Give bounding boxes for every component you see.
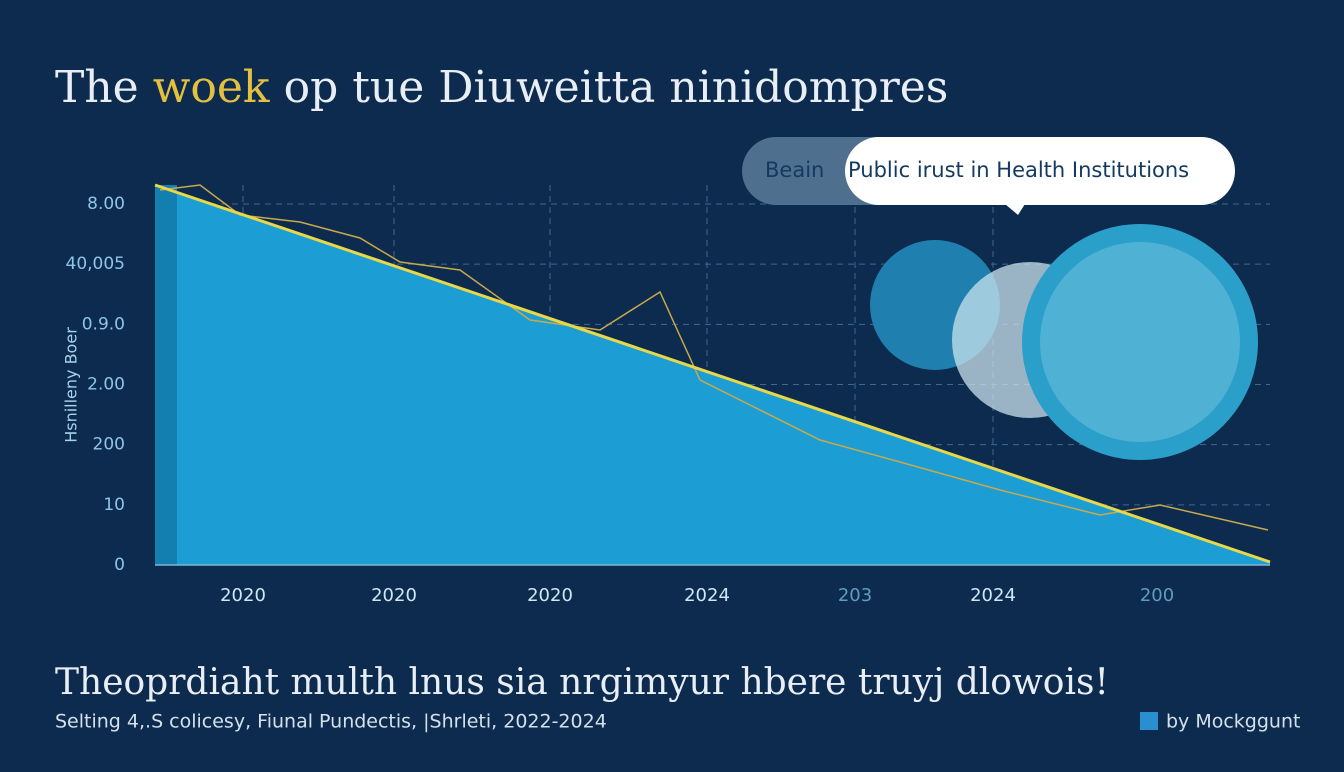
y-tick-label: 40,005 <box>66 254 125 274</box>
headline: Theoprdiaht multh lnus sia nrgimyur hber… <box>55 662 1109 703</box>
title-part: op tue Diuweitta ninidompres <box>284 62 949 113</box>
brand-logo <box>1140 712 1158 730</box>
area-edge <box>155 185 177 565</box>
source: Selting 4,.S colicesy, Fiunal Pundectis,… <box>55 711 607 733</box>
x-tick-label: 200 <box>1140 585 1174 606</box>
brand: by Mockggunt <box>1166 711 1300 733</box>
x-tick-label: 203 <box>838 585 872 606</box>
x-tick-label: 2024 <box>970 585 1016 606</box>
y-tick-label: 0 <box>114 555 125 575</box>
y-tick-label: 2.00 <box>87 375 125 395</box>
callout-tail <box>1005 204 1025 215</box>
decor-line <box>159 184 1269 531</box>
y-axis-title: Hsnilleny Boer <box>62 327 81 443</box>
x-tick-label: 2020 <box>220 585 266 606</box>
title: The woek op tue Diuweitta ninidompres <box>55 62 948 113</box>
x-tick-label: 2024 <box>684 585 730 606</box>
illustration-circle <box>1040 242 1240 442</box>
callout-bubble <box>845 137 1235 205</box>
y-tick-label: 200 <box>93 435 125 455</box>
title-part: The <box>55 62 139 113</box>
title-highlight: woek <box>153 62 270 113</box>
y-tick-label: 10 <box>103 495 125 515</box>
x-tick-label: 2020 <box>371 585 417 606</box>
x-tick-label: 2020 <box>527 585 573 606</box>
callout-left: Beain <box>765 158 824 182</box>
y-tick-label: 8.00 <box>87 194 125 214</box>
callout-text: Public irust in Health Institutions <box>848 158 1189 182</box>
trend-line <box>154 183 1271 564</box>
y-tick-label: 0.9.0 <box>82 314 125 334</box>
